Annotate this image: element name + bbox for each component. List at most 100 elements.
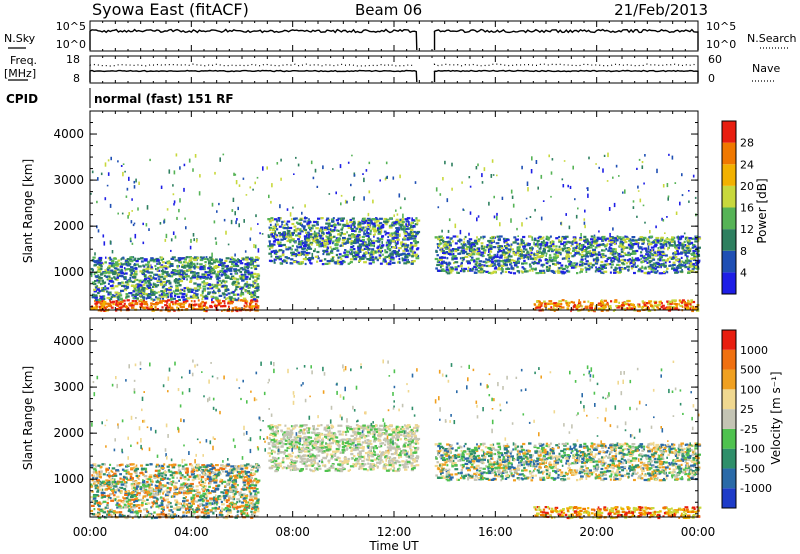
echo-cell — [282, 235, 284, 238]
echo-cell — [162, 299, 166, 302]
echo-cell — [560, 306, 565, 309]
echo-cell — [234, 283, 238, 286]
echo-cell — [333, 261, 337, 264]
echo-cell — [128, 212, 130, 216]
echo-cell — [235, 220, 237, 225]
echo-cell — [217, 277, 221, 280]
echo-cell — [569, 185, 572, 189]
echo-cell — [387, 254, 392, 257]
echo-cell — [652, 249, 655, 252]
echo-cell — [394, 232, 398, 235]
echo-cell — [117, 273, 121, 276]
echo-cell — [194, 289, 199, 292]
echo-cell — [401, 220, 405, 224]
echo-cell — [410, 234, 415, 238]
echo-cell — [163, 220, 165, 224]
colorbar-swatch — [722, 142, 736, 165]
echo-cell — [574, 246, 578, 249]
echo-cell — [659, 300, 662, 303]
echo-cell — [581, 305, 584, 308]
echo-cell — [124, 287, 127, 290]
echo-cell — [203, 295, 207, 298]
echo-cell — [241, 268, 246, 271]
echo-cell — [626, 259, 630, 262]
echo-cell — [552, 262, 556, 266]
echo-cell — [125, 288, 127, 292]
echo-cell — [516, 242, 520, 245]
echo-cell — [363, 220, 366, 223]
echo-cell — [661, 217, 663, 221]
echo-cell — [588, 262, 592, 265]
echo-cell — [530, 267, 535, 270]
echo-cell — [595, 239, 599, 242]
echo-cell — [544, 302, 547, 305]
echo-cell — [563, 237, 567, 240]
echo-cell — [594, 252, 597, 255]
echo-cell — [587, 300, 590, 303]
echo-cell — [326, 242, 329, 245]
echo-cell — [584, 305, 587, 308]
echo-cell — [460, 250, 463, 253]
echo-cell — [206, 276, 210, 279]
echo-cell — [504, 263, 508, 266]
echo-cell — [91, 268, 94, 272]
echo-cell — [187, 290, 191, 293]
echo-cell — [142, 283, 146, 286]
echo-cell — [316, 236, 319, 239]
echo-cell — [395, 230, 399, 233]
echo-cell — [624, 302, 627, 306]
echo-cell — [203, 288, 206, 291]
echo-cell — [444, 160, 446, 165]
echo-cell — [178, 278, 181, 281]
echo-cell — [189, 295, 193, 298]
echo-cell — [221, 267, 225, 270]
echo-cell — [401, 245, 404, 248]
echo-cell — [252, 276, 255, 279]
echo-cell — [681, 269, 683, 272]
echo-cell — [174, 281, 177, 284]
echo-cell — [594, 305, 597, 308]
echo-cell — [497, 245, 499, 248]
echo-cell — [161, 306, 164, 309]
noise-panel: N.Sky 10^5 10^0 N.Search 10^5 10^0 — [4, 20, 797, 52]
echo-cell — [142, 241, 145, 245]
echo-cell — [540, 263, 544, 266]
echo-cell — [97, 280, 101, 283]
echo-cell — [575, 262, 579, 265]
echo-cell — [296, 261, 300, 264]
echo-cell — [349, 258, 354, 261]
echo-cell — [281, 244, 284, 247]
echo-cell — [578, 238, 583, 241]
echo-cell — [165, 307, 169, 310]
echo-cell — [286, 208, 289, 211]
echo-cell — [523, 259, 526, 262]
echo-cell — [211, 298, 213, 301]
echo-cell — [448, 250, 451, 253]
echo-cell — [571, 255, 575, 258]
echo-cell — [609, 243, 613, 247]
echo-cell — [596, 244, 600, 247]
echo-cell — [166, 288, 169, 291]
echo-cell — [246, 264, 249, 267]
echo-cell — [243, 304, 246, 307]
echo-cell — [308, 233, 310, 238]
echo-cell — [586, 268, 590, 271]
echo-cell — [181, 305, 185, 309]
echo-cell — [518, 248, 523, 251]
echo-cell — [650, 266, 653, 269]
echo-cell — [661, 252, 666, 255]
echo-cell — [567, 255, 570, 258]
echo-cell — [314, 255, 319, 258]
echo-cell — [573, 239, 576, 242]
echo-cell — [656, 251, 661, 254]
echo-cell — [551, 240, 555, 243]
echo-cell — [561, 249, 565, 252]
echo-cell — [477, 240, 480, 243]
echo-cell — [256, 285, 260, 288]
echo-cell — [138, 290, 141, 293]
echo-cell — [355, 241, 360, 244]
echo-cell — [619, 240, 623, 243]
echo-cell — [697, 259, 701, 262]
echo-cell — [619, 242, 624, 245]
